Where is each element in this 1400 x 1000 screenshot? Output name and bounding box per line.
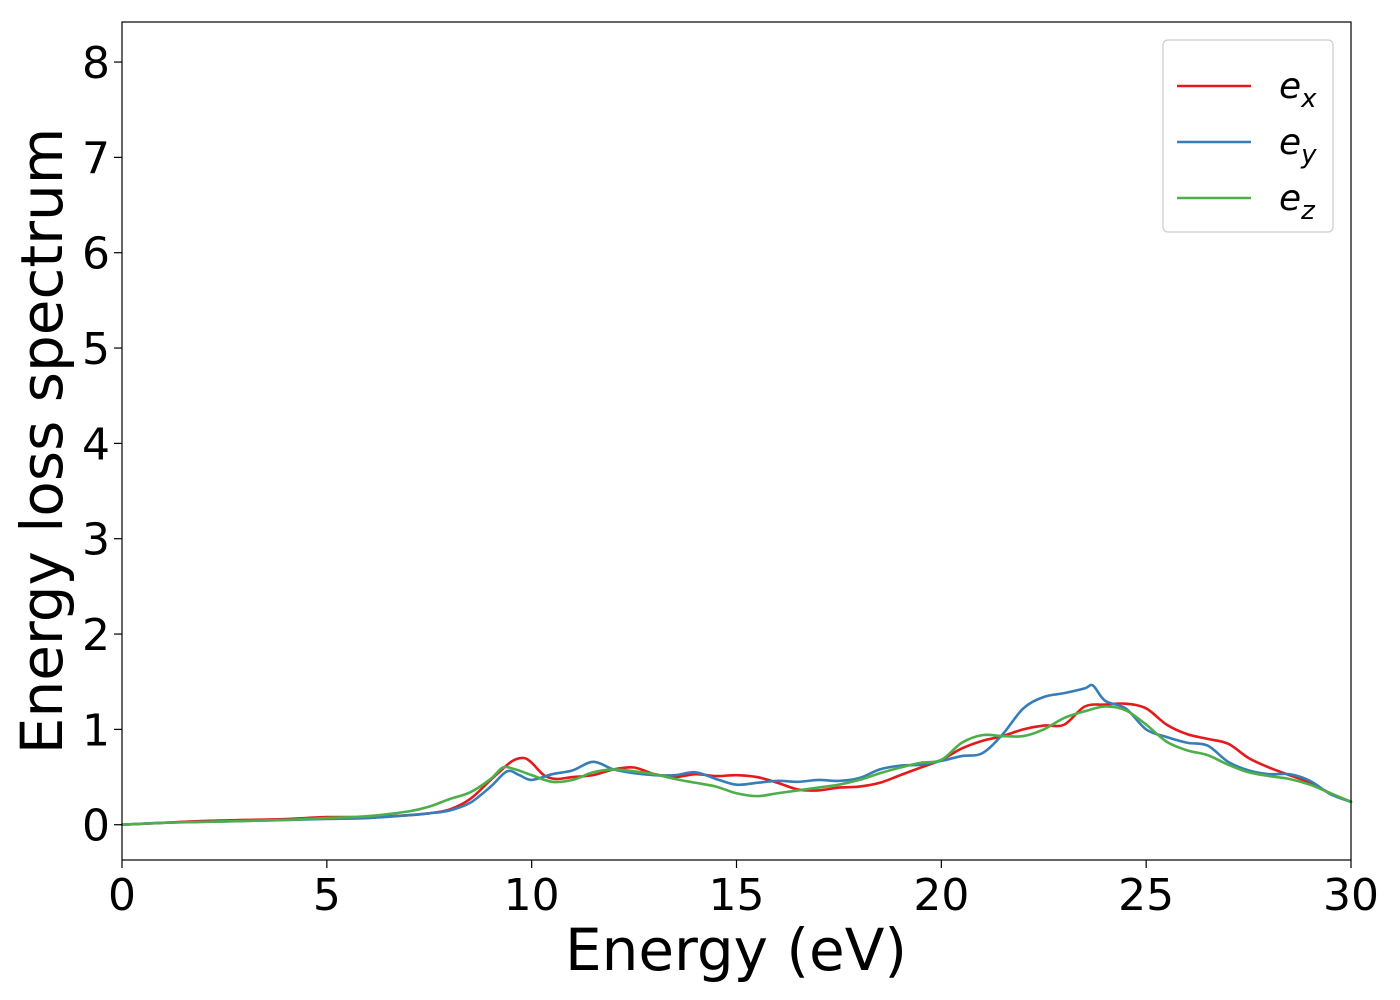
x-tick-label: 10 bbox=[504, 870, 560, 921]
y-tick-label: 1 bbox=[82, 705, 110, 756]
y-axis-title: Energy loss spectrum bbox=[8, 128, 76, 754]
x-tick-label: 5 bbox=[313, 870, 341, 921]
x-axis: 0 5 10 15 20 25 30 bbox=[108, 860, 1379, 921]
y-tick-label: 0 bbox=[82, 801, 110, 852]
legend-label-y: ey bbox=[1279, 122, 1317, 170]
y-axis: 0 1 2 3 4 5 6 7 8 bbox=[82, 38, 122, 852]
x-tick-label: 25 bbox=[1118, 870, 1174, 921]
series-line-z bbox=[120, 705, 1353, 827]
x-tick-label: 0 bbox=[108, 870, 136, 921]
x-tick-label: 15 bbox=[709, 870, 765, 921]
series-line-x bbox=[120, 702, 1353, 827]
legend: ex ey ez bbox=[1162, 39, 1334, 233]
y-tick-label: 6 bbox=[82, 229, 110, 280]
series-layer bbox=[120, 683, 1353, 827]
y-tick-label: 8 bbox=[82, 38, 110, 89]
y-tick-label: 2 bbox=[82, 610, 110, 661]
x-tick-label: 20 bbox=[913, 870, 969, 921]
series-line-y bbox=[120, 683, 1353, 827]
x-tick-label: 30 bbox=[1323, 870, 1379, 921]
y-tick-label: 4 bbox=[82, 419, 110, 470]
y-tick-label: 5 bbox=[82, 324, 110, 375]
y-tick-label: 3 bbox=[82, 515, 110, 566]
legend-label-z: ez bbox=[1279, 178, 1316, 226]
y-tick-label: 7 bbox=[82, 133, 110, 184]
x-axis-title: Energy (eV) bbox=[565, 916, 907, 984]
legend-label-x: ex bbox=[1279, 66, 1317, 114]
legend-box bbox=[1162, 39, 1334, 233]
